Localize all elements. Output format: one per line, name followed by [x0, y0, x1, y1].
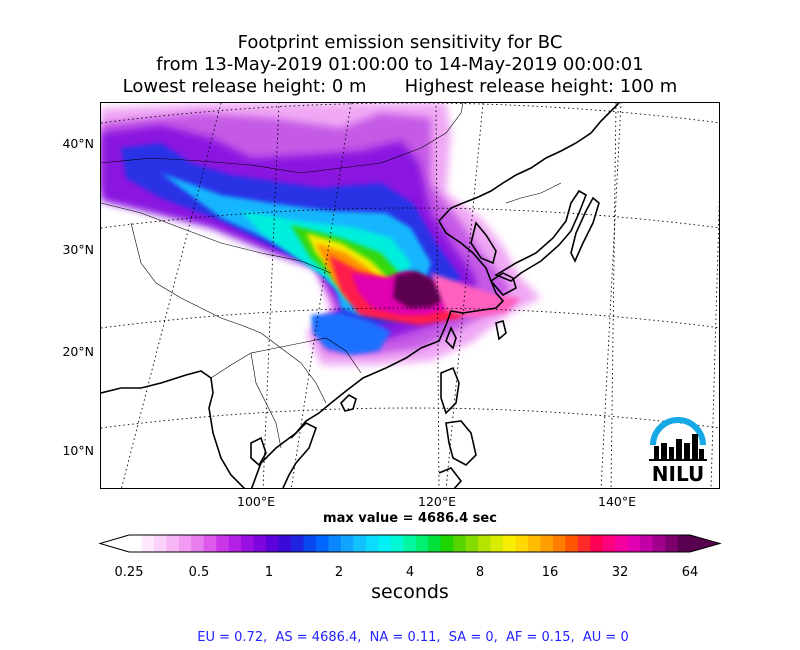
colorbar-segment [503, 535, 517, 552]
colorbar-segment [677, 535, 691, 552]
colorbar [98, 534, 722, 553]
map-panel: NILU [100, 102, 720, 489]
colorbar-tick: 16 [541, 565, 559, 580]
country-borders [101, 103, 562, 449]
colorbar-segment [415, 535, 429, 552]
colorbar-tick: 0.5 [188, 565, 210, 580]
max-value-text: max value = 4686.4 sec [323, 511, 497, 526]
graticule-meridians [262, 103, 622, 488]
colorbar-segment [153, 535, 167, 552]
colorbar-segment [565, 535, 579, 552]
lat-label-20n: 20°N [62, 344, 94, 359]
colorbar-segment [403, 535, 417, 552]
colorbar-segment [652, 535, 666, 552]
colorbar-segment [316, 535, 330, 552]
colorbar-segment [665, 535, 679, 552]
colorbar-tick: 0.25 [114, 565, 144, 580]
colorbar-extend-min [100, 535, 129, 552]
colorbar-segment [490, 535, 504, 552]
nilu-logo: NILU [649, 417, 707, 486]
colorbar-segment [478, 535, 492, 552]
colorbar-tick: 4 [405, 565, 415, 580]
colorbar-segment [203, 535, 217, 552]
colorbar-segment [216, 535, 230, 552]
colorbar-segment [440, 535, 454, 552]
highest-release-height: Highest release height: 100 m [404, 76, 678, 97]
colorbar-segment [191, 535, 205, 552]
colorbar-segment [577, 535, 591, 552]
lat-label-30n: 30°N [62, 242, 94, 257]
colorbar-segment [428, 535, 442, 552]
graticule [101, 103, 719, 488]
map-title-line2: from 13-May-2019 01:00:00 to 14-May-2019… [156, 54, 644, 75]
colorbar-segment [241, 535, 255, 552]
emission-plume [101, 103, 541, 365]
colorbar-segment [552, 535, 566, 552]
colorbar-tick: 2 [334, 565, 344, 580]
colorbar-tick: 8 [475, 565, 485, 580]
colorbar-segment [166, 535, 180, 552]
colorbar-segment [378, 535, 392, 552]
nilu-logo-text: NILU [652, 462, 704, 486]
lon-label-120e: 120°E [417, 494, 457, 509]
colorbar-segment [178, 535, 192, 552]
colorbar-segment [602, 535, 616, 552]
colorbar-segment [141, 535, 155, 552]
lowest-release-height: Lowest release height: 0 m [122, 76, 367, 97]
colorbar-segment [640, 535, 654, 552]
lon-label-140e: 140°E [597, 494, 637, 509]
colorbar-segment [540, 535, 554, 552]
colorbar-segment [527, 535, 541, 552]
colorbar-tick: 1 [264, 565, 274, 580]
colorbar-segment [390, 535, 404, 552]
colorbar-segment [453, 535, 467, 552]
colorbar-tick: 32 [611, 565, 629, 580]
colorbar-segment [353, 535, 367, 552]
lat-label-40n: 40°N [62, 136, 94, 151]
colorbar-segment [590, 535, 604, 552]
colorbar-segment [465, 535, 479, 552]
colorbar-extend-max [690, 535, 720, 552]
map-title-line1: Footprint emission sensitivity for BC [237, 32, 563, 53]
colorbar-segment [515, 535, 529, 552]
lon-label-100e: 100°E [236, 494, 276, 509]
colorbar-segment [291, 535, 305, 552]
colorbar-segment [365, 535, 379, 552]
colorbar-tick: 64 [681, 565, 699, 580]
colorbar-segment [266, 535, 280, 552]
colorbar-segment [303, 535, 317, 552]
colorbar-segment [129, 535, 143, 552]
lat-label-10n: 10°N [62, 443, 94, 458]
colorbar-segment [328, 535, 342, 552]
coastlines [101, 103, 620, 488]
colorbar-segment [228, 535, 242, 552]
map-title-line3: Lowest release height: 0 m Highest releas… [0, 76, 800, 98]
colorbar-label: seconds [371, 581, 449, 603]
colorbar-segment [340, 535, 354, 552]
footprint-map: NILU [101, 103, 719, 488]
colorbar-segment [627, 535, 641, 552]
colorbar-segment [278, 535, 292, 552]
colorbar-segment [615, 535, 629, 552]
region-summary: EU = 0.72, AS = 4686.4, NA = 0.11, SA = … [197, 630, 629, 645]
colorbar-outline [98, 534, 722, 553]
colorbar-segment [253, 535, 267, 552]
